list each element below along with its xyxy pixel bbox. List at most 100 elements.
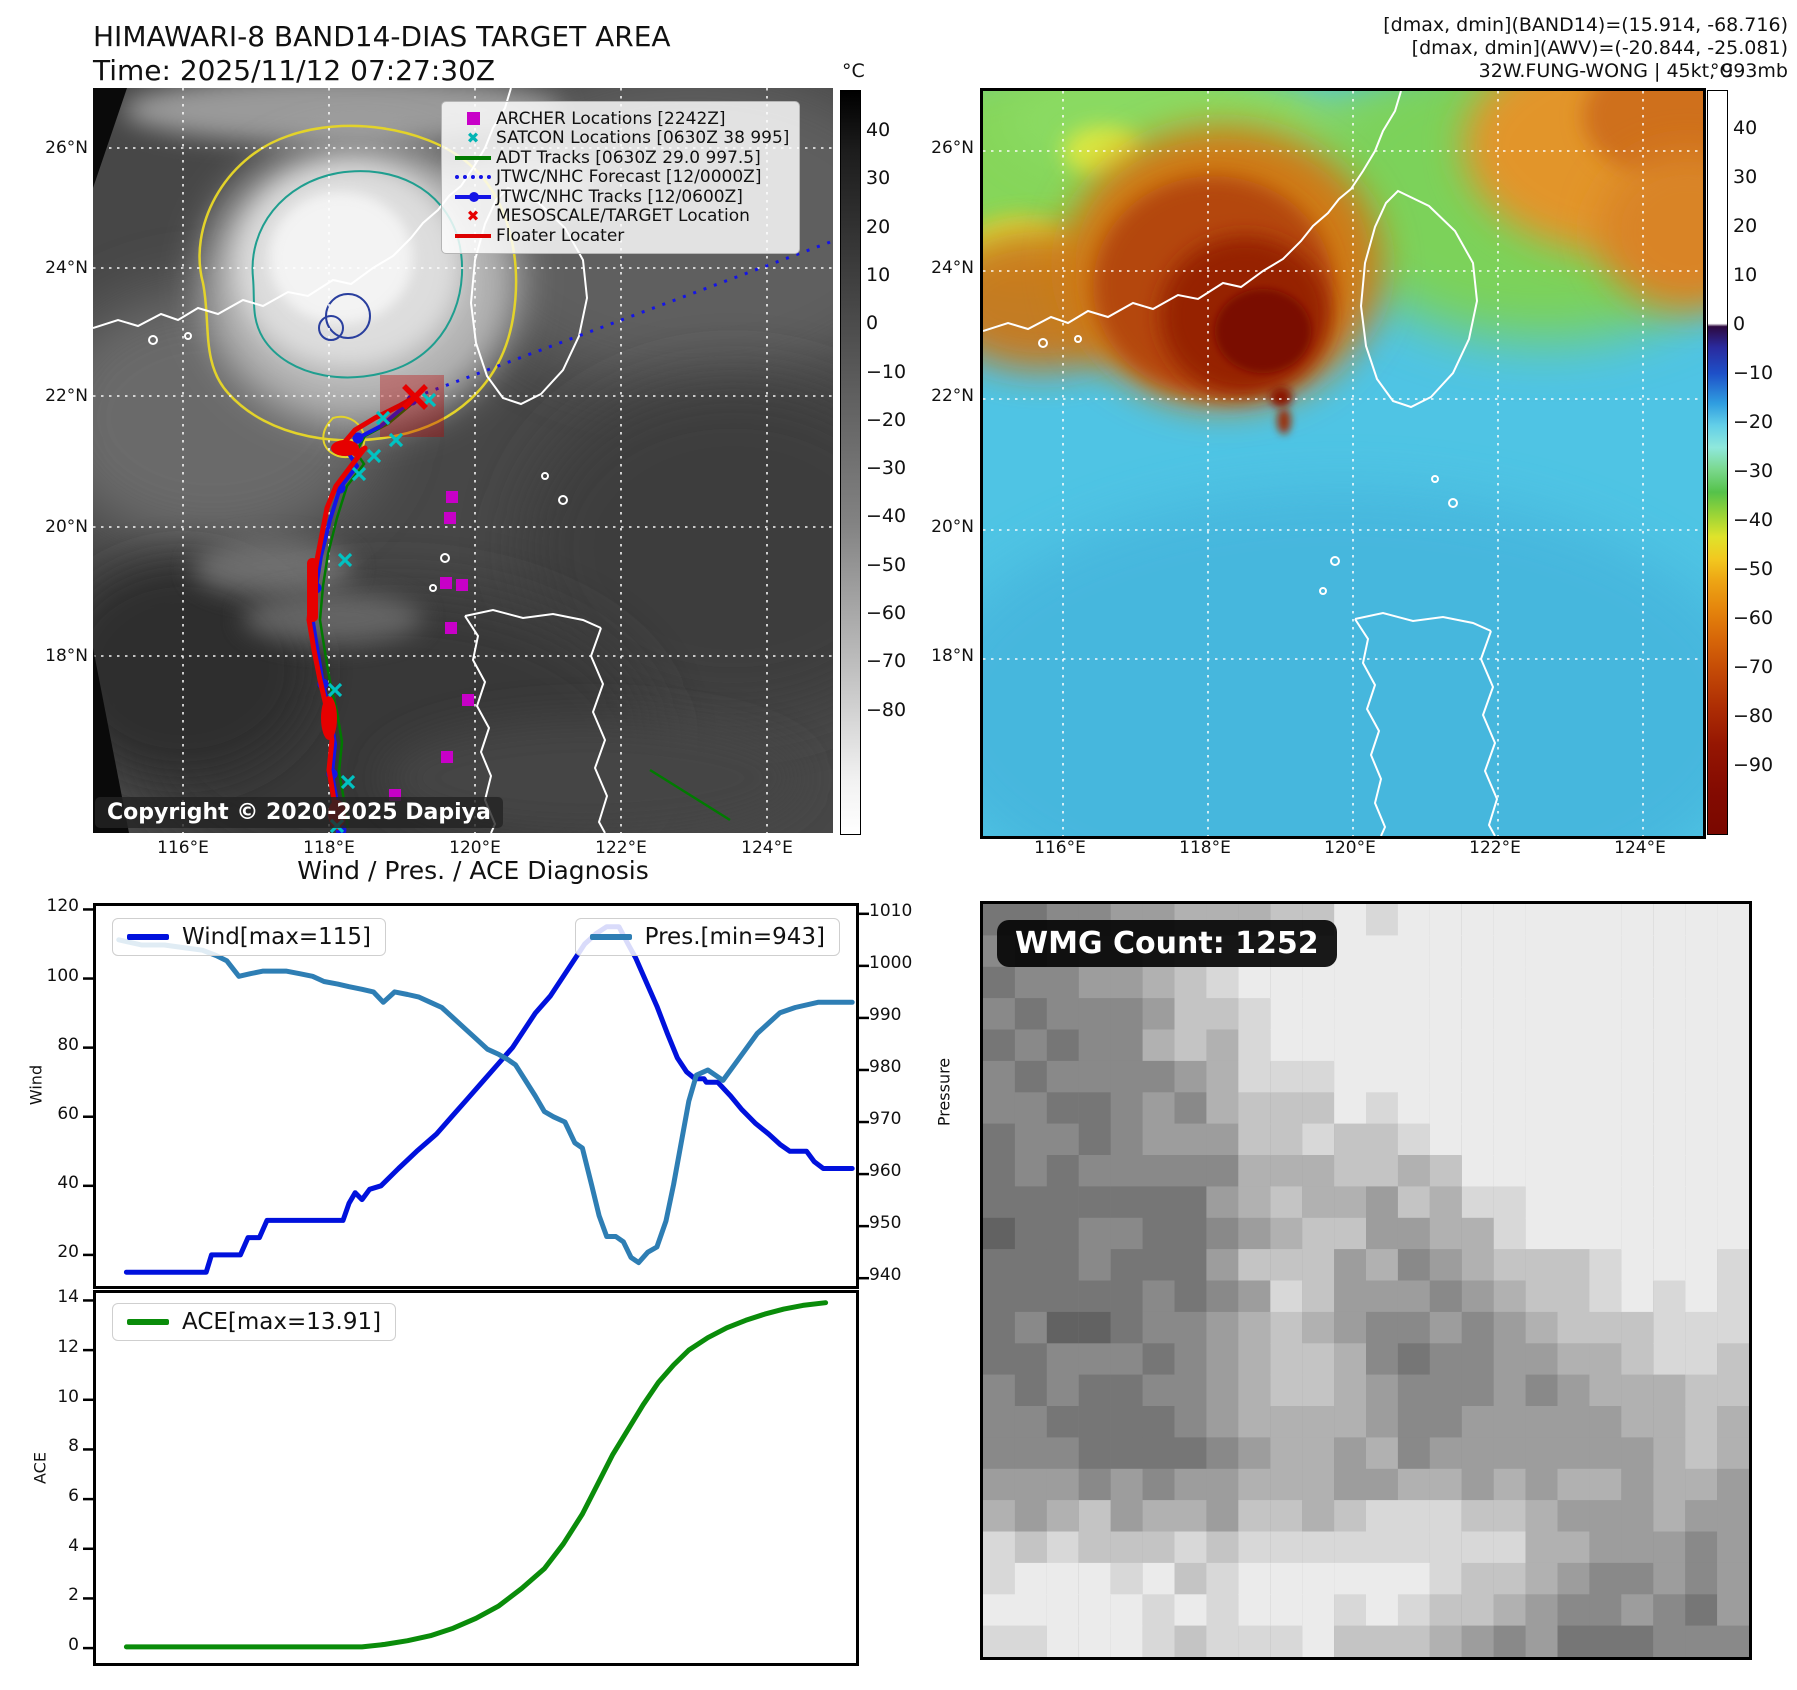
title-line-2: Time: 2025/11/12 07:27:30Z	[93, 54, 496, 87]
band14-colorbar-tick: −50	[866, 553, 907, 576]
right-map-lat-tick: 24°N	[931, 258, 974, 278]
awv-colorbar-tick: −50	[1733, 558, 1774, 580]
copyright-badge: Copyright © 2020-2025 Dapiya	[95, 797, 503, 828]
band14-colorbar-unit: °C	[842, 60, 865, 82]
right-map-header: [dmax, dmin](BAND14)=(15.914, -68.716) […	[1383, 14, 1788, 83]
band14-colorbar-tick: 10	[866, 263, 891, 286]
legend-item: ✖ SATCON Locations [0630Z 38 995]	[450, 128, 790, 149]
left-map-lon-tick: 124°E	[741, 838, 793, 858]
ytick-right: 980	[869, 1056, 902, 1077]
ytick-right: 950	[869, 1213, 902, 1234]
wind-line-sample	[127, 934, 169, 940]
right-map-lat-tick: 22°N	[931, 386, 974, 406]
line-dot-marker-icon	[450, 191, 496, 202]
legend-item-label: ARCHER Locations [2242Z]	[496, 108, 726, 129]
ytick-left: 14	[57, 1287, 79, 1308]
pressure-ylabel: Pressure	[934, 1057, 954, 1127]
ytick-left: 40	[57, 1172, 79, 1193]
swath-edges	[93, 88, 129, 833]
ytick-left: 2	[68, 1585, 79, 1606]
ytick-left: 12	[57, 1337, 79, 1358]
right-map-lat-tick: 18°N	[931, 646, 974, 666]
right-map-lon-tick: 118°E	[1179, 838, 1231, 858]
left-map-lon-tick: 120°E	[449, 838, 501, 858]
awv-colorbar-tick: 0	[1733, 313, 1746, 335]
x-marker-icon: ✖	[466, 206, 480, 225]
x-marker-icon: ✖	[466, 128, 480, 147]
ace-chart: ACE[max=13.91]	[83, 1290, 859, 1666]
ace-legend-chip: ACE[max=13.91]	[112, 1303, 397, 1341]
band14-map-panel: ARCHER Locations [2242Z] ✖ SATCON Location…	[93, 88, 833, 833]
legend-item-label: JTWC/NHC Tracks [12/0600Z]	[496, 186, 743, 207]
left-map-lat-tick: 22°N	[45, 386, 88, 406]
band14-colorbar-tick: −70	[866, 650, 907, 673]
left-map-lat-tick: 24°N	[45, 258, 88, 278]
ytick-left: 60	[57, 1103, 79, 1124]
band14-colorbar-tick: 40	[866, 119, 891, 141]
ytick-left: 80	[57, 1034, 79, 1055]
dmax-dmin-awv: [dmax, dmin](AWV)=(-20.844, -25.081)	[1411, 37, 1788, 59]
awv-colorbar	[1707, 90, 1728, 835]
awv-colorbar-tick: 10	[1733, 264, 1758, 286]
graticule	[983, 91, 1703, 836]
map-legend: ARCHER Locations [2242Z] ✖ SATCON Location…	[441, 101, 801, 254]
pressure-line-sample	[589, 934, 632, 940]
band14-colorbar-tick: −20	[866, 408, 907, 431]
legend-item-label: SATCON Locations [0630Z 38 995]	[496, 128, 790, 149]
right-map-lon-tick: 124°E	[1614, 838, 1666, 858]
awv-colorbar-tick: 30	[1733, 166, 1758, 188]
awv-colorbar-tick: −70	[1733, 656, 1774, 678]
storm-cloud-mass	[203, 141, 519, 425]
ace-line-sample	[127, 1319, 169, 1325]
wind-legend-chip: Wind[max=115]	[112, 918, 387, 956]
legend-item: Floater Locater	[450, 226, 789, 246]
coastlines	[983, 91, 1499, 836]
adt-track	[318, 397, 731, 829]
wmg-panel: WMG Count: 1252	[980, 901, 1752, 1660]
band14-colorbar-tick: −80	[866, 698, 907, 721]
line-marker-icon	[450, 233, 496, 238]
right-map-lon-tick: 116°E	[1034, 838, 1086, 858]
wmg-count-badge: WMG Count: 1252	[997, 920, 1337, 967]
band14-colorbar-tick: 0	[866, 312, 879, 335]
awv-map-panel	[980, 88, 1706, 839]
legend-item: ✖ MESOSCALE/TARGET Location	[450, 206, 789, 227]
right-map-lat-tick: 26°N	[931, 138, 974, 158]
ytick-right: 960	[869, 1161, 902, 1182]
wmg-mosaic-image	[983, 904, 1749, 1657]
band14-colorbar	[840, 90, 861, 835]
ace-plot	[83, 1299, 829, 1650]
awv-colorbar-tick: −10	[1733, 362, 1774, 384]
right-map-lon-tick: 120°E	[1324, 838, 1376, 858]
wind-pressure-chart: Wind[max=115] Pres.[min=943]	[83, 903, 869, 1289]
floater-track	[306, 394, 417, 831]
band14-colorbar-tick: −40	[866, 505, 907, 528]
legend-item-label: MESOSCALE/TARGET Location	[496, 206, 750, 227]
right-map-lat-tick: 20°N	[931, 517, 974, 537]
ytick-left: 8	[68, 1436, 79, 1457]
ytick-left: 20	[57, 1241, 79, 1262]
mesoscale-target-x	[402, 384, 428, 410]
band14-colorbar-tick: −60	[866, 602, 907, 624]
dotted-marker-icon	[450, 175, 496, 180]
dmax-dmin-band14: [dmax, dmin](BAND14)=(15.914, -68.716)	[1383, 14, 1788, 36]
line-marker-icon	[450, 155, 496, 160]
awv-colorbar-tick: −60	[1733, 607, 1774, 629]
storm-id-intensity: 32W.FUNG-WONG | 45kt, 993mb	[1478, 60, 1788, 82]
ace-legend-label: ACE[max=13.91]	[182, 1309, 382, 1335]
wind-pressure-plot	[83, 908, 869, 1280]
legend-item-label: Floater Locater	[496, 225, 625, 246]
ytick-right: 970	[869, 1109, 902, 1130]
awv-colorbar-tick: −40	[1733, 509, 1774, 531]
left-map-lon-tick: 118°E	[303, 838, 355, 858]
band14-colorbar-tick: 20	[866, 215, 891, 238]
awv-colorbar-tick: 20	[1733, 215, 1758, 237]
legend-item: ARCHER Locations [2242Z]	[450, 109, 789, 129]
left-map-lat-tick: 18°N	[45, 646, 88, 666]
wind-legend-label: Wind[max=115]	[182, 924, 372, 950]
pressure-legend-label: Pres.[min=943]	[644, 924, 825, 950]
ytick-right: 1000	[869, 952, 913, 973]
band14-colorbar-tick: 30	[866, 167, 891, 190]
pressure-legend-chip: Pres.[min=943]	[574, 918, 840, 956]
